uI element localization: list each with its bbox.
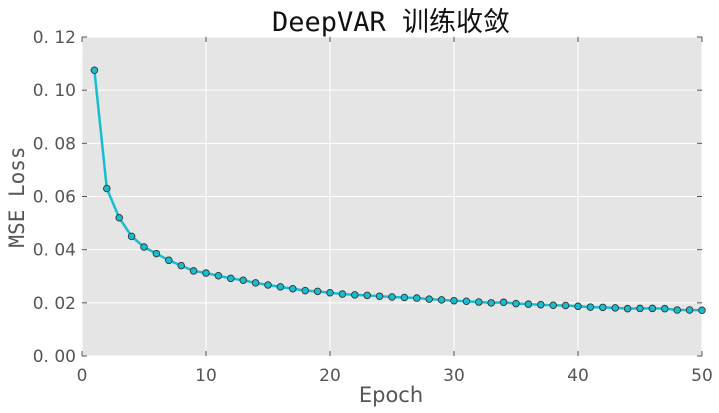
data-point: [338, 290, 347, 298]
data-point: [313, 287, 322, 296]
data-point: [450, 296, 458, 305]
data-point: [549, 301, 557, 309]
y-tick-label: 0. 12: [33, 28, 76, 48]
y-tick-label: 0. 00: [33, 347, 76, 367]
y-tick-label: 0. 04: [33, 241, 76, 261]
data-point: [648, 304, 657, 313]
data-point: [586, 303, 595, 311]
axis-ticks: 0 10 20 30 40 50 0. 00 0. 02 0. 04 0. 06 0. 08 0. 1…: [33, 28, 713, 386]
data-point: [140, 243, 148, 251]
data-point: [685, 306, 694, 314]
data-point: [103, 184, 111, 193]
data-point: [611, 304, 619, 312]
x-tick-label: 20: [319, 366, 341, 386]
grid-lines: [81, 36, 703, 357]
x-axis-label: Epoch: [359, 383, 423, 407]
data-point: [475, 298, 483, 306]
data-point: [115, 214, 123, 222]
data-point: [351, 291, 359, 299]
y-tick-label: 0. 10: [33, 81, 76, 101]
data-point: [239, 276, 247, 284]
data-point: [574, 302, 582, 311]
data-point: [487, 299, 495, 307]
series-group: [90, 66, 706, 315]
data-point: [698, 306, 706, 315]
y-tick-label: 0. 02: [33, 294, 76, 314]
y-tick-label: 0. 08: [33, 134, 76, 154]
data-point: [363, 291, 371, 300]
data-point: [673, 306, 681, 314]
data-point: [437, 296, 446, 304]
data-point: [214, 271, 223, 280]
data-point: [537, 300, 545, 309]
y-tick-label: 0. 06: [33, 188, 76, 208]
data-point: [90, 66, 99, 74]
data-point: [289, 284, 297, 293]
data-point: [189, 267, 198, 275]
data-point: [499, 298, 508, 307]
y-axis-label: MSE Loss: [5, 146, 29, 247]
x-tick-label: 0: [77, 366, 88, 386]
data-point: [661, 304, 669, 313]
data-point: [623, 304, 632, 313]
data-point: [177, 261, 185, 270]
data-point: [524, 300, 533, 308]
data-point: [326, 288, 334, 297]
data-point: [425, 295, 433, 303]
data-point: [127, 232, 136, 241]
data-point: [375, 292, 384, 300]
x-tick-label: 30: [443, 366, 465, 386]
data-point: [561, 301, 570, 310]
data-point: [512, 299, 520, 308]
x-tick-label: 40: [567, 366, 589, 386]
data-point: [264, 281, 272, 289]
data-point: [227, 274, 235, 283]
data-point: [599, 303, 607, 312]
data-point: [413, 294, 421, 302]
x-tick-label: 10: [195, 366, 217, 386]
data-point: [202, 269, 210, 277]
x-tick-label: 50: [691, 366, 713, 386]
data-point: [400, 293, 409, 302]
data-point: [251, 279, 260, 287]
data-point: [165, 256, 173, 265]
data-point: [301, 286, 309, 295]
data-point: [388, 293, 396, 301]
data-point: [276, 283, 285, 291]
data-point: [152, 249, 161, 258]
chart-title: DeepVAR 训练收敛: [272, 7, 510, 38]
data-point: [462, 297, 471, 305]
data-point: [636, 304, 644, 313]
